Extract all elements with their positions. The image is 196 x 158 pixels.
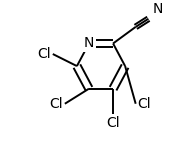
Text: N: N xyxy=(153,2,163,16)
Text: N: N xyxy=(84,36,94,50)
Text: Cl: Cl xyxy=(38,47,51,61)
Text: Cl: Cl xyxy=(50,97,63,111)
Text: Cl: Cl xyxy=(137,97,151,111)
Text: Cl: Cl xyxy=(106,116,120,130)
